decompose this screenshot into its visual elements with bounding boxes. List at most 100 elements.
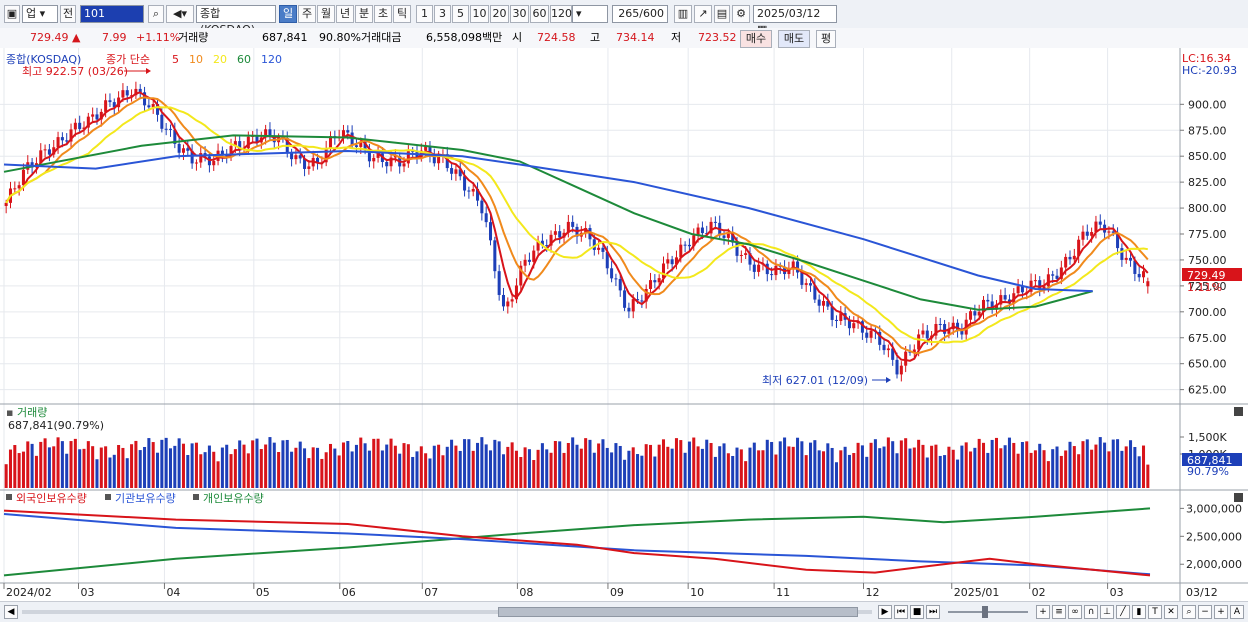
stock-chart[interactable]: 900.00 875.00 850.00 825.00 800.00 775.00 750.… [0, 48, 1248, 601]
candle-body [341, 130, 345, 138]
index-name-field[interactable]: 종합(KOSDAQ) [196, 5, 276, 36]
interval-dropdown[interactable]: ▾ [572, 5, 608, 23]
volume-bar [705, 439, 709, 488]
holdings-panel-close-icon[interactable] [1234, 493, 1243, 502]
volume-current-value: 687,841 [8, 419, 54, 432]
volume-bar [164, 437, 168, 488]
candle-body [264, 129, 268, 138]
save-icon[interactable]: ▤ [714, 5, 730, 23]
volume-panel-close-icon[interactable] [1234, 407, 1243, 416]
period-tab-4[interactable]: 분 [355, 5, 373, 23]
font-size-icon[interactable]: A [1230, 605, 1244, 619]
period-tab-3[interactable]: 년 [336, 5, 354, 23]
date-field[interactable]: 2025/03/12 ▦ [753, 5, 837, 36]
candle-body [696, 227, 700, 236]
clear-icon[interactable]: ✕ [1164, 605, 1178, 619]
holdings-legend-1: 기관보유수량 [115, 492, 176, 505]
speaker-icon[interactable]: ◀▾ [166, 5, 194, 23]
code-input[interactable]: 101 [80, 5, 144, 23]
link-icon[interactable]: ∞ [1068, 605, 1082, 619]
interval-button-10[interactable]: 10 [470, 5, 489, 23]
candle-body [692, 235, 696, 247]
chart-area[interactable]: 900.00 875.00 850.00 825.00 800.00 775.00 750.… [0, 48, 1248, 601]
buy-button[interactable]: 매수 [740, 30, 772, 48]
candle-body [445, 154, 449, 169]
minus-icon[interactable]: − [1198, 605, 1212, 619]
candle-body [393, 155, 397, 158]
candle-body [454, 169, 458, 174]
interval-button-3[interactable]: 3 [434, 5, 451, 23]
sell-button[interactable]: 매도 [778, 30, 810, 48]
volume-bar [216, 461, 220, 488]
candle-body [65, 140, 69, 142]
interval-button-20[interactable]: 20 [490, 5, 509, 23]
volume-bar [536, 449, 540, 488]
scroll-thumb[interactable] [498, 607, 858, 617]
period-tab-2[interactable]: 월 [317, 5, 335, 23]
interval-button-1[interactable]: 1 [416, 5, 433, 23]
candle-body [1094, 221, 1098, 233]
prev-button[interactable]: 전 [60, 5, 76, 23]
stop-icon[interactable]: ■ [910, 605, 924, 619]
candle-body [108, 100, 112, 103]
candle-body [999, 295, 1003, 305]
interval-button-5[interactable]: 5 [452, 5, 469, 23]
volume-bar [367, 450, 371, 488]
candle-body [657, 278, 661, 283]
ruler-icon[interactable]: ⊥ [1100, 605, 1114, 619]
ma-legend-120: 120 [261, 53, 282, 66]
volume-bar [393, 445, 397, 488]
period-tab-1[interactable]: 주 [298, 5, 316, 23]
volume-bar [847, 454, 851, 488]
scroll-right-icon[interactable]: ▶ [878, 605, 892, 619]
period-tab-0[interactable]: 일 [279, 5, 297, 23]
last-page-icon[interactable]: ⏭ [926, 605, 940, 619]
period-tab-5[interactable]: 초 [374, 5, 392, 23]
volume-bar [981, 442, 986, 488]
volume-bar [316, 447, 320, 488]
candle-body [709, 221, 713, 234]
gear-icon[interactable]: ⚙ [732, 5, 750, 23]
first-page-icon[interactable]: ⏮ [894, 605, 908, 619]
holdings-tick-label: 2,000,000 [1186, 558, 1242, 571]
volume-bar [272, 442, 276, 488]
scroll-track[interactable] [22, 610, 872, 614]
candle-body [817, 299, 821, 306]
magnet-icon[interactable]: ∩ [1084, 605, 1098, 619]
zoom-slider-handle[interactable] [982, 606, 988, 618]
count-field[interactable]: 265/600 [612, 5, 668, 23]
indicator-icon[interactable]: ≡ [1052, 605, 1066, 619]
bar-tool-icon[interactable]: ▮ [1132, 605, 1146, 619]
volume-bar [1137, 456, 1141, 488]
search-icon[interactable]: ⌕ [148, 5, 164, 23]
chart-type-icon[interactable]: ▥ [674, 5, 692, 23]
amount-label: 거래대금 [361, 31, 402, 44]
volume-bar [770, 441, 774, 488]
eval-button[interactable]: 평 [816, 30, 836, 48]
period-tab-6[interactable]: 틱 [393, 5, 411, 23]
layout-icon[interactable]: ▣ [4, 5, 20, 23]
volume-bar [834, 462, 838, 488]
volume-bars [4, 437, 1150, 488]
price-tick-label: 800.00 [1188, 202, 1227, 215]
scroll-bar[interactable]: ◀ ▶ ⏮ ■ ⏭ + ≡ ∞ ∩ ⊥ ╱ ▮ T ✕ ⌕ − + A [0, 601, 1248, 622]
interval-button-30[interactable]: 30 [510, 5, 529, 23]
holdings-tick-label: 3,000,000 [1186, 502, 1242, 515]
interval-button-60[interactable]: 60 [530, 5, 549, 23]
zoom-slider-track[interactable] [948, 611, 1028, 613]
interval-button-120[interactable]: 120 [550, 5, 572, 23]
scroll-left-icon[interactable]: ◀ [4, 605, 18, 619]
market-select[interactable]: 업 ▾ [22, 5, 58, 23]
line-tool-icon[interactable]: ╱ [1116, 605, 1130, 619]
volume-bar [298, 441, 302, 488]
candle-body [713, 221, 717, 223]
zoom-out-search-icon[interactable]: ⌕ [1182, 605, 1196, 619]
crosshair-icon[interactable]: + [1036, 605, 1050, 619]
volume-bar [151, 442, 155, 488]
candle-body [134, 88, 138, 96]
text-tool-icon[interactable]: T [1148, 605, 1162, 619]
ma-line-60 [3, 134, 1093, 311]
plus-icon[interactable]: + [1214, 605, 1228, 619]
candle-body [510, 299, 514, 302]
draw-tool-icon[interactable]: ↗ [694, 5, 712, 23]
